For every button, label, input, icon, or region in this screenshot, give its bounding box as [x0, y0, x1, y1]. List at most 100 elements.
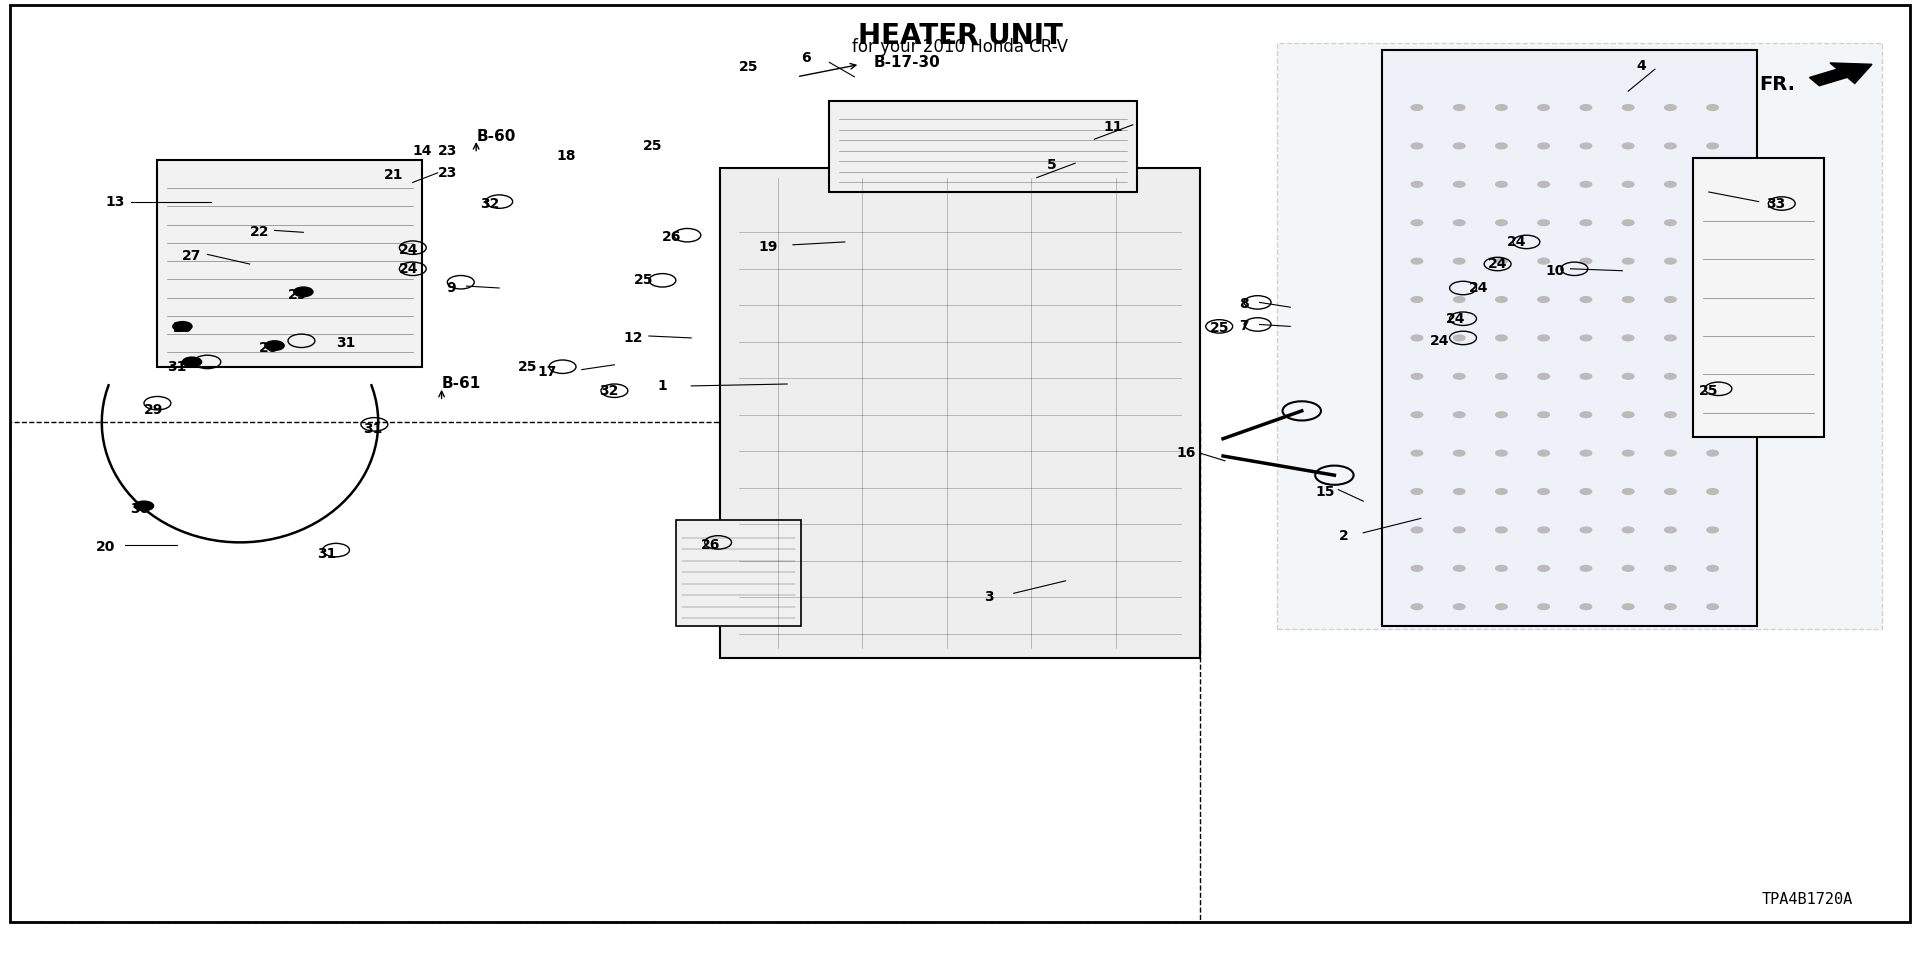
Circle shape [1453, 489, 1465, 494]
Circle shape [1496, 373, 1507, 379]
Text: 19: 19 [758, 240, 778, 253]
Circle shape [1580, 489, 1592, 494]
Circle shape [265, 341, 284, 350]
Circle shape [1453, 181, 1465, 187]
Circle shape [1580, 220, 1592, 226]
Circle shape [1411, 373, 1423, 379]
Circle shape [1707, 489, 1718, 494]
Text: 32: 32 [599, 384, 618, 397]
Circle shape [1453, 604, 1465, 610]
Circle shape [1411, 604, 1423, 610]
Circle shape [134, 501, 154, 511]
Text: 24: 24 [399, 262, 419, 276]
Circle shape [1496, 181, 1507, 187]
Circle shape [1580, 450, 1592, 456]
Circle shape [1496, 565, 1507, 571]
Circle shape [1707, 181, 1718, 187]
Circle shape [1411, 220, 1423, 226]
Text: B-61: B-61 [442, 376, 480, 392]
Circle shape [1538, 297, 1549, 302]
Circle shape [1538, 412, 1549, 418]
Text: 9: 9 [445, 281, 457, 295]
Text: 10: 10 [1546, 264, 1565, 277]
Circle shape [1665, 258, 1676, 264]
Circle shape [1496, 335, 1507, 341]
Circle shape [1622, 527, 1634, 533]
Circle shape [1496, 220, 1507, 226]
Circle shape [1453, 297, 1465, 302]
Circle shape [1538, 489, 1549, 494]
Text: 22: 22 [250, 226, 269, 239]
Text: 17: 17 [538, 365, 557, 378]
Text: 25: 25 [739, 60, 758, 74]
Circle shape [1453, 220, 1465, 226]
Bar [1382, 50, 1757, 626]
Text: FR.: FR. [1759, 75, 1795, 94]
Circle shape [1496, 297, 1507, 302]
Circle shape [1411, 412, 1423, 418]
Text: 15: 15 [1315, 485, 1334, 498]
Text: 25: 25 [1210, 322, 1229, 335]
Circle shape [1707, 373, 1718, 379]
Circle shape [1580, 297, 1592, 302]
Bar [1277, 43, 1882, 629]
Circle shape [1580, 143, 1592, 149]
Text: 24: 24 [1488, 257, 1507, 271]
Circle shape [1538, 527, 1549, 533]
Circle shape [1496, 450, 1507, 456]
Circle shape [1665, 565, 1676, 571]
Circle shape [1411, 297, 1423, 302]
Circle shape [1496, 412, 1507, 418]
Circle shape [1411, 258, 1423, 264]
Circle shape [1496, 258, 1507, 264]
Circle shape [1665, 450, 1676, 456]
Text: for your 2010 Honda CR-V: for your 2010 Honda CR-V [852, 38, 1068, 57]
Circle shape [1411, 335, 1423, 341]
Circle shape [1496, 143, 1507, 149]
Circle shape [1453, 412, 1465, 418]
Circle shape [1622, 297, 1634, 302]
Circle shape [173, 322, 192, 331]
Circle shape [1707, 527, 1718, 533]
Circle shape [1538, 220, 1549, 226]
Text: 20: 20 [96, 540, 115, 554]
Text: 1: 1 [657, 379, 668, 393]
Circle shape [1665, 489, 1676, 494]
Circle shape [1538, 143, 1549, 149]
Circle shape [1665, 373, 1676, 379]
Circle shape [1707, 604, 1718, 610]
Circle shape [1707, 335, 1718, 341]
Text: 31: 31 [167, 360, 186, 373]
Circle shape [1707, 258, 1718, 264]
Circle shape [1411, 565, 1423, 571]
Circle shape [1622, 450, 1634, 456]
Text: 5: 5 [1046, 158, 1058, 172]
Text: 14: 14 [413, 144, 432, 157]
Circle shape [1580, 258, 1592, 264]
Bar [1693, 158, 1824, 437]
Text: 28: 28 [259, 341, 278, 354]
Bar [157, 160, 422, 367]
Circle shape [1665, 220, 1676, 226]
Circle shape [1496, 489, 1507, 494]
Circle shape [1665, 412, 1676, 418]
Text: 18: 18 [557, 149, 576, 162]
Text: 30: 30 [131, 502, 150, 516]
Circle shape [1496, 527, 1507, 533]
Circle shape [1496, 105, 1507, 110]
Circle shape [1665, 335, 1676, 341]
Text: 33: 33 [1766, 197, 1786, 210]
Circle shape [294, 287, 313, 297]
Circle shape [1453, 373, 1465, 379]
Circle shape [1622, 604, 1634, 610]
Circle shape [1580, 105, 1592, 110]
Text: 24: 24 [1430, 334, 1450, 348]
Text: 24: 24 [1469, 281, 1488, 295]
Circle shape [1453, 143, 1465, 149]
Circle shape [1453, 335, 1465, 341]
Circle shape [1580, 604, 1592, 610]
Text: 24: 24 [1507, 235, 1526, 249]
Circle shape [1707, 143, 1718, 149]
Bar [829, 101, 1137, 192]
Text: 29: 29 [144, 403, 163, 417]
